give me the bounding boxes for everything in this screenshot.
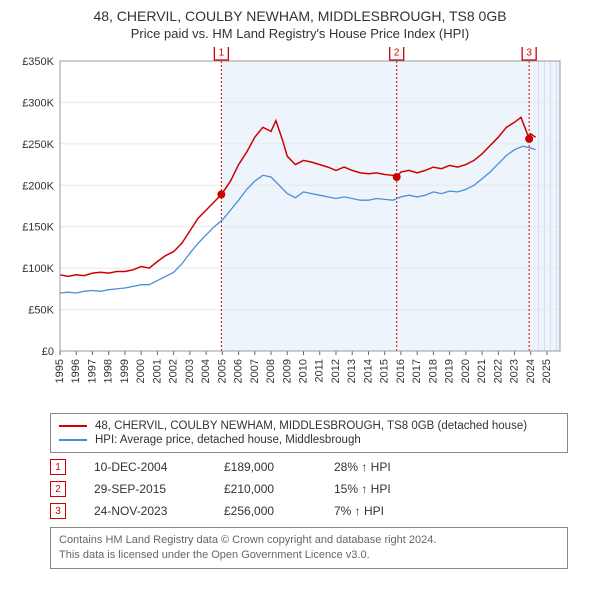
svg-text:2013: 2013 <box>346 359 358 383</box>
svg-text:1998: 1998 <box>103 359 115 383</box>
title-block: 48, CHERVIL, COULBY NEWHAM, MIDDLESBROUG… <box>10 8 590 41</box>
svg-text:£200K: £200K <box>22 180 54 192</box>
transaction-price: £189,000 <box>224 460 334 474</box>
legend-label-hpi: HPI: Average price, detached house, Midd… <box>95 434 361 446</box>
svg-text:2011: 2011 <box>314 359 326 383</box>
transaction-date: 24-NOV-2023 <box>94 504 224 518</box>
footer-line2: This data is licensed under the Open Gov… <box>59 548 559 563</box>
svg-text:2018: 2018 <box>427 359 439 383</box>
svg-text:2006: 2006 <box>233 359 245 383</box>
legend-item-property: 48, CHERVIL, COULBY NEWHAM, MIDDLESBROUG… <box>59 420 559 432</box>
svg-text:2025: 2025 <box>541 359 553 383</box>
transaction-hpi: 7% ↑ HPI <box>334 504 444 518</box>
chart-area: £0 £50K £100K £150K £200K £250K £300K £350K 1995… <box>10 47 590 407</box>
transaction-hpi: 15% ↑ HPI <box>334 482 444 496</box>
transaction-row: 2 29-SEP-2015 £210,000 15% ↑ HPI <box>50 481 550 497</box>
svg-text:£0: £0 <box>42 346 54 358</box>
svg-text:2012: 2012 <box>330 359 342 383</box>
svg-text:£50K: £50K <box>28 305 54 317</box>
svg-text:2008: 2008 <box>265 359 277 383</box>
footer-line1: Contains HM Land Registry data © Crown c… <box>59 533 559 548</box>
svg-text:2017: 2017 <box>411 359 423 383</box>
svg-text:3: 3 <box>526 48 532 59</box>
chart-svg: £0 £50K £100K £150K £200K £250K £300K £350K 1995… <box>10 47 590 407</box>
transaction-date: 29-SEP-2015 <box>94 482 224 496</box>
svg-text:£300K: £300K <box>22 97 54 109</box>
svg-text:2007: 2007 <box>249 359 261 383</box>
transaction-marker-icon: 3 <box>50 503 66 519</box>
svg-text:2004: 2004 <box>200 359 212 383</box>
svg-text:2024: 2024 <box>525 359 537 383</box>
svg-text:1: 1 <box>219 48 225 59</box>
svg-text:2015: 2015 <box>379 359 391 383</box>
svg-text:2005: 2005 <box>216 359 228 383</box>
transaction-date: 10-DEC-2004 <box>94 460 224 474</box>
transaction-price: £256,000 <box>224 504 334 518</box>
legend-swatch-hpi <box>59 439 87 441</box>
svg-text:2: 2 <box>394 48 400 59</box>
legend: 48, CHERVIL, COULBY NEWHAM, MIDDLESBROUG… <box>50 413 568 453</box>
svg-text:£350K: £350K <box>22 56 54 68</box>
transaction-row: 3 24-NOV-2023 £256,000 7% ↑ HPI <box>50 503 550 519</box>
svg-text:2002: 2002 <box>168 359 180 383</box>
footer-attribution: Contains HM Land Registry data © Crown c… <box>50 527 568 569</box>
svg-text:1997: 1997 <box>86 359 98 383</box>
legend-item-hpi: HPI: Average price, detached house, Midd… <box>59 434 559 446</box>
svg-text:1999: 1999 <box>119 359 131 383</box>
svg-text:2014: 2014 <box>362 359 374 383</box>
svg-text:2010: 2010 <box>298 359 310 383</box>
svg-text:2000: 2000 <box>135 359 147 383</box>
svg-text:2016: 2016 <box>395 359 407 383</box>
svg-text:2019: 2019 <box>444 359 456 383</box>
svg-text:2023: 2023 <box>509 359 521 383</box>
svg-text:1995: 1995 <box>54 359 66 383</box>
svg-text:£150K: £150K <box>22 222 54 234</box>
chart-container: 48, CHERVIL, COULBY NEWHAM, MIDDLESBROUG… <box>0 0 600 579</box>
svg-text:£100K: £100K <box>22 263 54 275</box>
transaction-price: £210,000 <box>224 482 334 496</box>
svg-text:1996: 1996 <box>70 359 82 383</box>
title-subtitle: Price paid vs. HM Land Registry's House … <box>10 26 590 41</box>
svg-text:2021: 2021 <box>476 359 488 383</box>
transaction-hpi: 28% ↑ HPI <box>334 460 444 474</box>
title-address: 48, CHERVIL, COULBY NEWHAM, MIDDLESBROUG… <box>10 8 590 24</box>
transaction-marker-icon: 2 <box>50 481 66 497</box>
svg-text:2001: 2001 <box>151 359 163 383</box>
svg-text:£250K: £250K <box>22 139 54 151</box>
svg-text:2003: 2003 <box>184 359 196 383</box>
svg-text:2022: 2022 <box>492 359 504 383</box>
legend-label-property: 48, CHERVIL, COULBY NEWHAM, MIDDLESBROUG… <box>95 420 527 432</box>
legend-swatch-property <box>59 425 87 427</box>
transaction-row: 1 10-DEC-2004 £189,000 28% ↑ HPI <box>50 459 550 475</box>
transactions-table: 1 10-DEC-2004 £189,000 28% ↑ HPI 2 29-SE… <box>50 459 550 519</box>
svg-text:2009: 2009 <box>281 359 293 383</box>
svg-text:2020: 2020 <box>460 359 472 383</box>
transaction-marker-icon: 1 <box>50 459 66 475</box>
